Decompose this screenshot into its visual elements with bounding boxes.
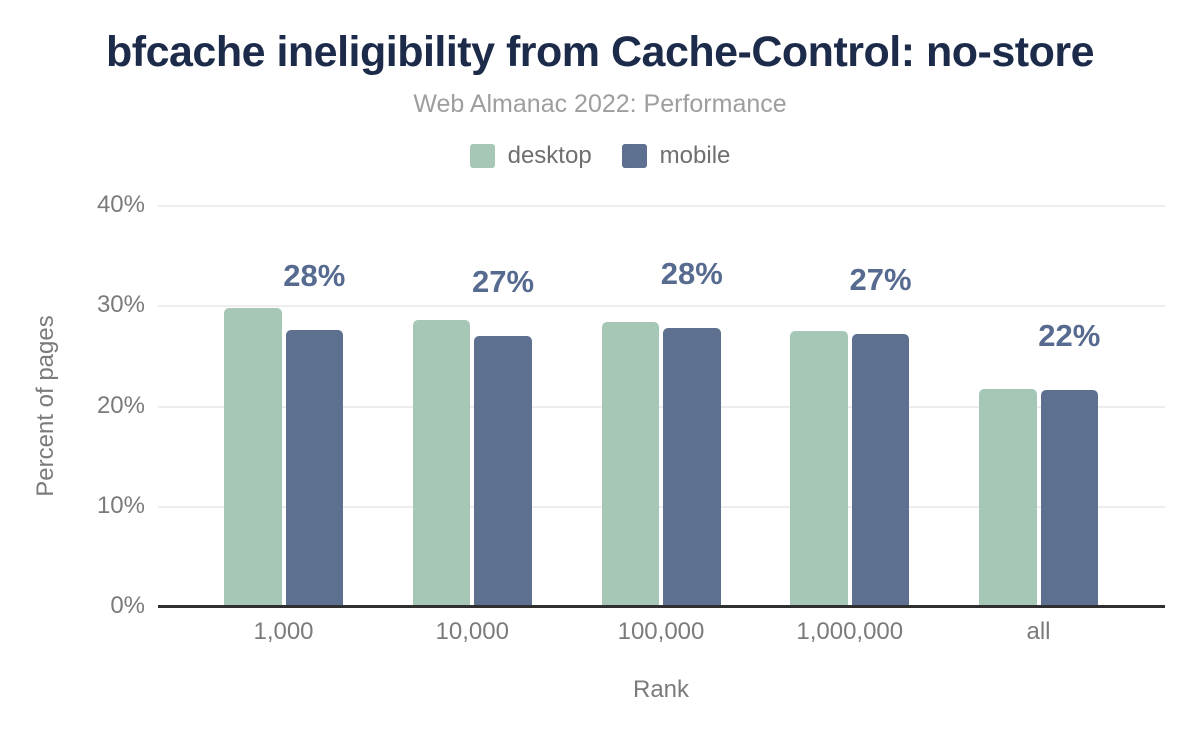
bar-mobile-1,000,000 bbox=[851, 334, 910, 607]
x-tick-label-all: all bbox=[1026, 618, 1051, 645]
legend-item-desktop: desktop bbox=[469, 142, 592, 170]
y-axis-title: Percent of pages bbox=[32, 315, 59, 497]
x-tick-label-10,000: 10,000 bbox=[435, 618, 509, 645]
gridline-20% bbox=[158, 405, 1165, 408]
gridline-10% bbox=[158, 505, 1165, 508]
legend-label-desktop: desktop bbox=[507, 142, 592, 169]
bar-value-label-10,000: 27% bbox=[471, 264, 535, 300]
y-tick-label-0%: 0% bbox=[110, 592, 145, 619]
bar-desktop-1,000,000 bbox=[790, 331, 848, 607]
bar-mobile-10,000 bbox=[474, 336, 532, 607]
gridline-40% bbox=[158, 205, 1165, 207]
bar-desktop-1,000 bbox=[224, 308, 282, 607]
bar-mobile-1,000 bbox=[285, 330, 343, 607]
legend-swatch-mobile bbox=[621, 144, 647, 168]
bar-mobile-all bbox=[1040, 390, 1098, 607]
chart-subtitle: Web Almanac 2022: Performance bbox=[413, 90, 787, 118]
x-axis-title: Rank bbox=[632, 676, 690, 703]
x-axis-line bbox=[158, 605, 1165, 608]
bar-value-label-all: 22% bbox=[1038, 318, 1101, 354]
bar-mobile-100,000 bbox=[663, 328, 721, 607]
legend-label-mobile: mobile bbox=[659, 142, 731, 169]
y-tick-label-20%: 20% bbox=[96, 391, 145, 419]
bar-desktop-10,000 bbox=[412, 320, 471, 607]
gridline-30% bbox=[158, 305, 1165, 308]
bar-value-label-1,000,000: 27% bbox=[849, 262, 912, 298]
bar-desktop-all bbox=[979, 389, 1037, 607]
y-tick-label-30%: 30% bbox=[96, 291, 145, 319]
y-tick-label-40%: 40% bbox=[96, 191, 145, 218]
legend-swatch-desktop bbox=[469, 144, 495, 168]
chart-title: bfcache ineligibility from Cache-Control… bbox=[106, 28, 1094, 76]
x-tick-label-1,000,000: 1,000,000 bbox=[796, 618, 904, 645]
legend-item-mobile: mobile bbox=[621, 142, 731, 170]
y-tick-label-10%: 10% bbox=[96, 491, 145, 519]
x-tick-label-1,000: 1,000 bbox=[253, 618, 314, 645]
bar-desktop-100,000 bbox=[601, 322, 659, 607]
x-tick-label-100,000: 100,000 bbox=[617, 618, 705, 645]
bar-value-label-100,000: 28% bbox=[660, 256, 723, 292]
bar-value-label-1,000: 28% bbox=[283, 258, 346, 294]
legend: desktop mobile bbox=[0, 142, 1200, 170]
